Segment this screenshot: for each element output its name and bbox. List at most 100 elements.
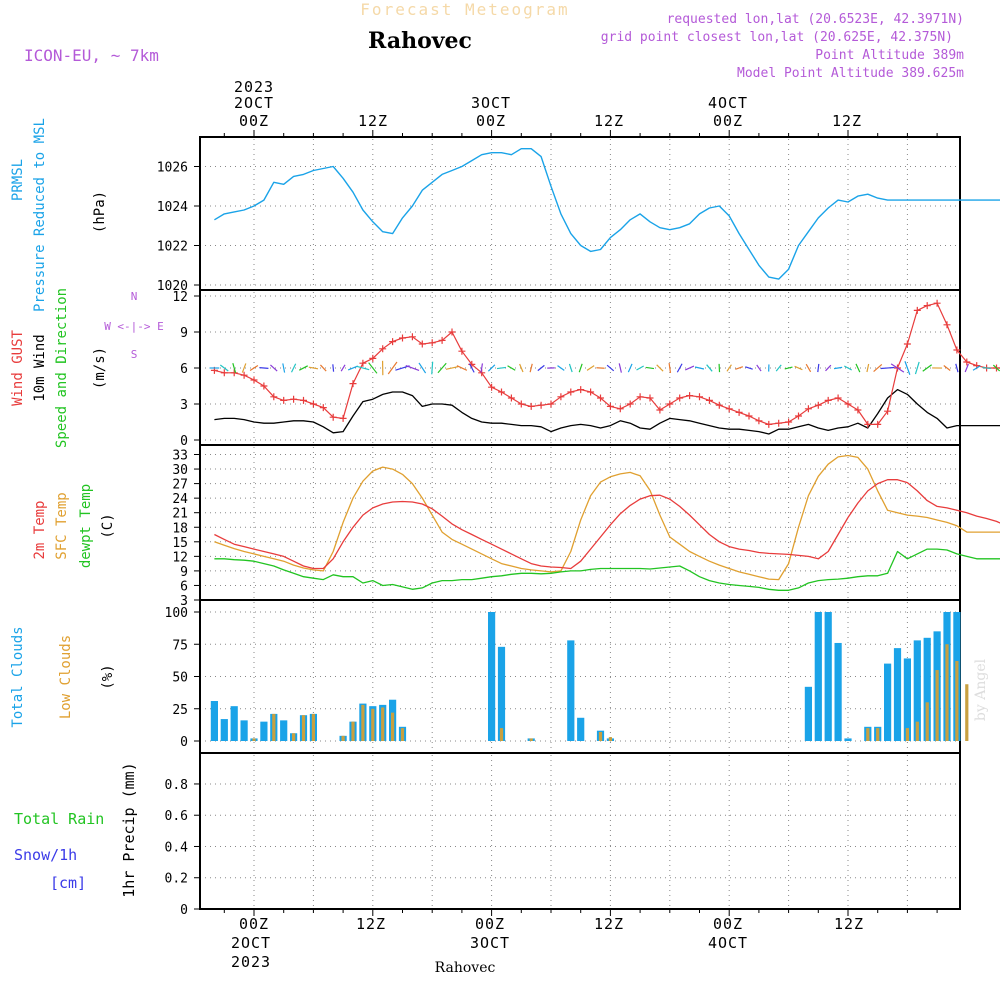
y-tick-label: 0.4 <box>165 840 189 855</box>
low-cloud-bar <box>272 713 276 741</box>
wind-direction-arrow <box>745 366 753 370</box>
wind-direction-arrow <box>340 364 346 372</box>
wind-direction-arrow <box>735 366 744 370</box>
total-cloud-bar <box>893 648 902 741</box>
precip-labels: Total Rain Snow/1h [cm] 1hr Precip (mm) <box>14 762 138 897</box>
y-tick-label: 1020 <box>157 279 188 294</box>
rain-label: Total Rain <box>14 810 104 828</box>
location-title: Rahovec <box>368 28 472 54</box>
wind-direction-arrow <box>982 366 991 370</box>
gust-marker <box>448 328 456 336</box>
bottom-12z-3: 12Z <box>834 915 864 933</box>
y-tick-label: 18 <box>172 521 188 536</box>
wind-direction-arrow <box>844 365 852 371</box>
gust-marker <box>498 388 505 396</box>
wind-direction-arrow <box>825 364 832 372</box>
wind-direction-arrow <box>368 362 378 374</box>
total-cloud-bar <box>804 686 812 741</box>
wind-direction-arrow <box>880 366 895 370</box>
gust-marker <box>913 306 921 314</box>
gust-marker <box>408 333 416 341</box>
footer-location: Rahovec <box>435 960 496 976</box>
wind-direction-arrow <box>904 361 911 375</box>
snow-label: Snow/1h <box>14 846 77 864</box>
gust-marker <box>220 369 228 377</box>
wind-direction-arrow <box>890 363 905 373</box>
temp-label: 2m Temp <box>32 500 48 559</box>
wind-direction-arrow <box>437 362 447 374</box>
gust-marker <box>517 400 525 408</box>
low-cloud-bar <box>361 704 365 741</box>
gust-marker <box>844 400 852 408</box>
gust-marker <box>389 338 397 346</box>
gust-marker <box>507 394 515 402</box>
top-00z-2: 00Z <box>476 112 506 130</box>
y-tick-label: 30 <box>172 463 188 478</box>
wind-direction-arrow <box>332 364 335 372</box>
total-cloud-bar <box>577 717 585 741</box>
gust-marker <box>527 402 535 410</box>
gust-marker <box>676 394 684 402</box>
gust-marker <box>319 404 327 412</box>
gust-marker <box>369 354 377 362</box>
gust-marker <box>339 414 347 422</box>
wind-direction-arrow <box>496 366 507 370</box>
panel-frame <box>199 136 961 291</box>
gust-marker <box>270 393 278 401</box>
wind-direction-arrow <box>232 363 237 373</box>
point-altitude: Point Altitude 389m <box>815 48 964 63</box>
total-cloud-bar <box>280 720 288 741</box>
dewpoint-line <box>214 548 1000 591</box>
gust-marker <box>547 400 555 408</box>
temp-units: (C) <box>100 513 116 538</box>
wind-label: 10m Wind <box>32 334 48 401</box>
gust-marker <box>814 401 822 409</box>
model-label: ICON-EU, ~ 7km <box>24 46 159 65</box>
wind-direction-arrow <box>726 364 732 372</box>
wind-direction-arrow <box>468 363 475 373</box>
pressure-line <box>214 147 1000 280</box>
direction-label: Speed and Direction <box>54 288 70 448</box>
y-tick-label: 6 <box>180 579 188 594</box>
low-cloud-bar <box>371 708 375 741</box>
gust-marker <box>438 336 446 344</box>
gust-label: Wind GUST <box>10 330 26 406</box>
bottom-00z-3: 00Z <box>713 915 743 933</box>
y-tick-label: 25 <box>172 703 188 718</box>
wind-direction-arrow <box>456 365 468 371</box>
y-tick-label: 12 <box>172 550 188 565</box>
gust-marker <box>696 393 703 401</box>
wind-direction-arrow <box>627 363 633 373</box>
gust-marker <box>250 376 258 384</box>
pressure-label-2: Pressure Reduced to MSL <box>32 118 48 312</box>
gust-marker <box>557 393 565 401</box>
requested-coords: requested lon,lat (20.6523E, 42.3971N) <box>667 12 964 27</box>
gust-marker <box>666 400 674 408</box>
total-cloud-bar <box>903 658 911 741</box>
total-cloud-bar <box>567 640 575 741</box>
bottom-time-axis: 00Z 2OCT 2023 12Z 00Z 3OCT 12Z 00Z 4OCT … <box>231 915 864 971</box>
panel-frame <box>199 752 961 910</box>
gust-marker <box>775 419 783 427</box>
low-cloud-bar <box>400 728 405 741</box>
wind-direction-arrow <box>866 363 870 373</box>
total-cloud-bar <box>210 701 218 741</box>
wind-direction-arrow <box>282 363 286 373</box>
gust-marker <box>884 407 892 415</box>
main-title: Forecast Meteogram <box>360 0 569 19</box>
top-00z-3: 00Z <box>713 112 743 130</box>
wind-direction-arrow <box>586 365 595 371</box>
total-cloud-bar <box>814 612 822 741</box>
total-cloud-bar <box>497 646 506 741</box>
wind-direction-arrow <box>298 365 309 371</box>
gust-marker <box>537 401 545 409</box>
gust-marker <box>260 382 268 390</box>
gust-marker <box>606 402 614 410</box>
top-12z-3: 12Z <box>832 112 862 130</box>
bottom-day-2: 3OCT <box>470 934 510 952</box>
wind-direction-arrow <box>645 366 655 370</box>
wind-direction-arrow <box>418 362 427 374</box>
gust-marker <box>824 396 832 404</box>
y-tick-label: 9 <box>180 565 188 580</box>
